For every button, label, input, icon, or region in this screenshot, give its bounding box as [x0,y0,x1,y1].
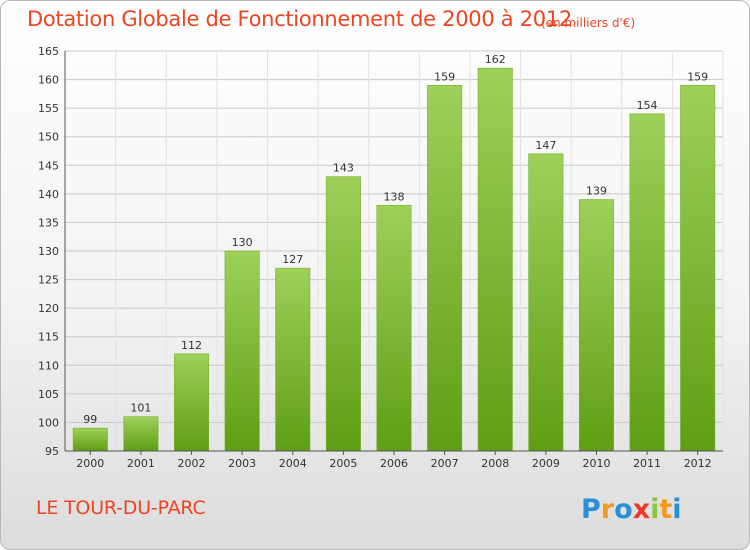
y-tick-label: 165 [38,45,59,58]
x-tick-label-2010: 2010 [582,457,610,470]
y-tick-label: 140 [38,188,59,201]
y-tick-label: 110 [38,359,59,372]
y-tick-label: 105 [38,388,59,401]
y-tick-label: 150 [38,131,59,144]
bar-2004[interactable] [275,267,311,452]
chart-unit: (en milliers d'€) [541,16,636,30]
x-tick-label-2004: 2004 [279,457,307,470]
bar-2009[interactable] [528,153,564,452]
x-tick-label-2006: 2006 [380,457,408,470]
value-label-2008: 162 [485,53,506,66]
value-label-2001: 101 [130,402,151,415]
bar-2001[interactable] [123,416,159,452]
bar-2007[interactable] [427,84,463,452]
value-label-2006: 138 [384,190,405,203]
value-label-2007: 159 [434,70,455,83]
x-tick-label-2003: 2003 [228,457,256,470]
svg-text:Proxiti: Proxiti [581,494,682,525]
value-label-2002: 112 [181,339,202,352]
bar-2003[interactable] [224,250,260,452]
chart-title: Dotation Globale de Fonctionnement de 20… [27,7,572,31]
bar-2006[interactable] [376,204,412,452]
y-tick-label: 120 [38,302,59,315]
value-label-2005: 143 [333,162,354,175]
y-tick-label: 135 [38,216,59,229]
bar-2008[interactable] [477,67,513,452]
y-tick-label: 100 [38,416,59,429]
value-label-2012: 159 [687,70,708,83]
x-tick-label-2011: 2011 [633,457,661,470]
value-label-2010: 139 [586,185,607,198]
x-tick-label-2012: 2012 [684,457,712,470]
y-tick-label: 115 [38,331,59,344]
value-label-2009: 147 [535,139,556,152]
x-tick-label-2009: 2009 [532,457,560,470]
y-tick-label: 145 [38,159,59,172]
y-tick-label: 160 [38,74,59,87]
bar-2010[interactable] [578,199,614,452]
commune-name: LE TOUR-DU-PARC [36,497,206,519]
y-tick-label: 125 [38,274,59,287]
value-label-2004: 127 [282,253,303,266]
y-tick-label: 130 [38,245,59,258]
value-label-2003: 130 [232,236,253,249]
value-label-2000: 99 [83,413,97,426]
bar-2000[interactable] [72,427,108,452]
x-tick-label-2007: 2007 [431,457,459,470]
x-tick-label-2000: 2000 [76,457,104,470]
bar-2011[interactable] [629,113,665,452]
y-tick-label: 95 [45,445,59,458]
y-tick-label: 155 [38,102,59,115]
x-tick-label-2005: 2005 [329,457,357,470]
bar-2002[interactable] [174,353,210,452]
x-tick-label-2001: 2001 [127,457,155,470]
bar-2012[interactable] [680,84,716,452]
x-tick-label-2008: 2008 [481,457,509,470]
bar-2005[interactable] [325,176,361,452]
value-label-2011: 154 [637,99,658,112]
x-tick-label-2002: 2002 [178,457,206,470]
proxiti-logo[interactable]: Proxiti [579,489,695,529]
